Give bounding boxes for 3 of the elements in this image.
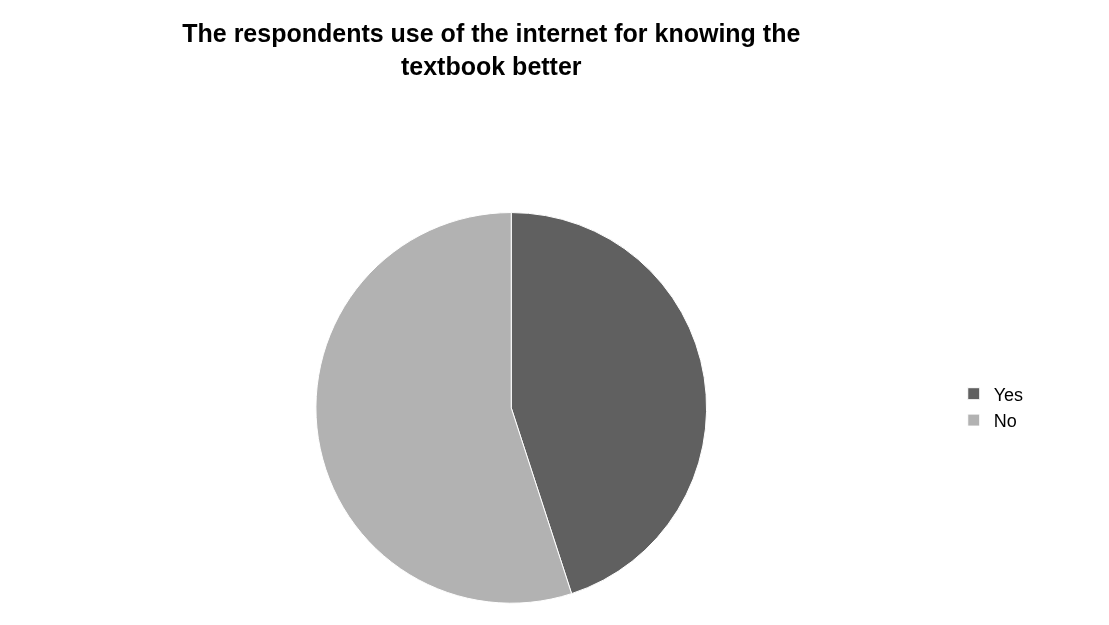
legend-label: No	[993, 411, 1017, 432]
legend-label: Yes	[993, 384, 1024, 405]
chart-title: The respondents use of the internet for knowing the textbook better	[182, 19, 801, 80]
